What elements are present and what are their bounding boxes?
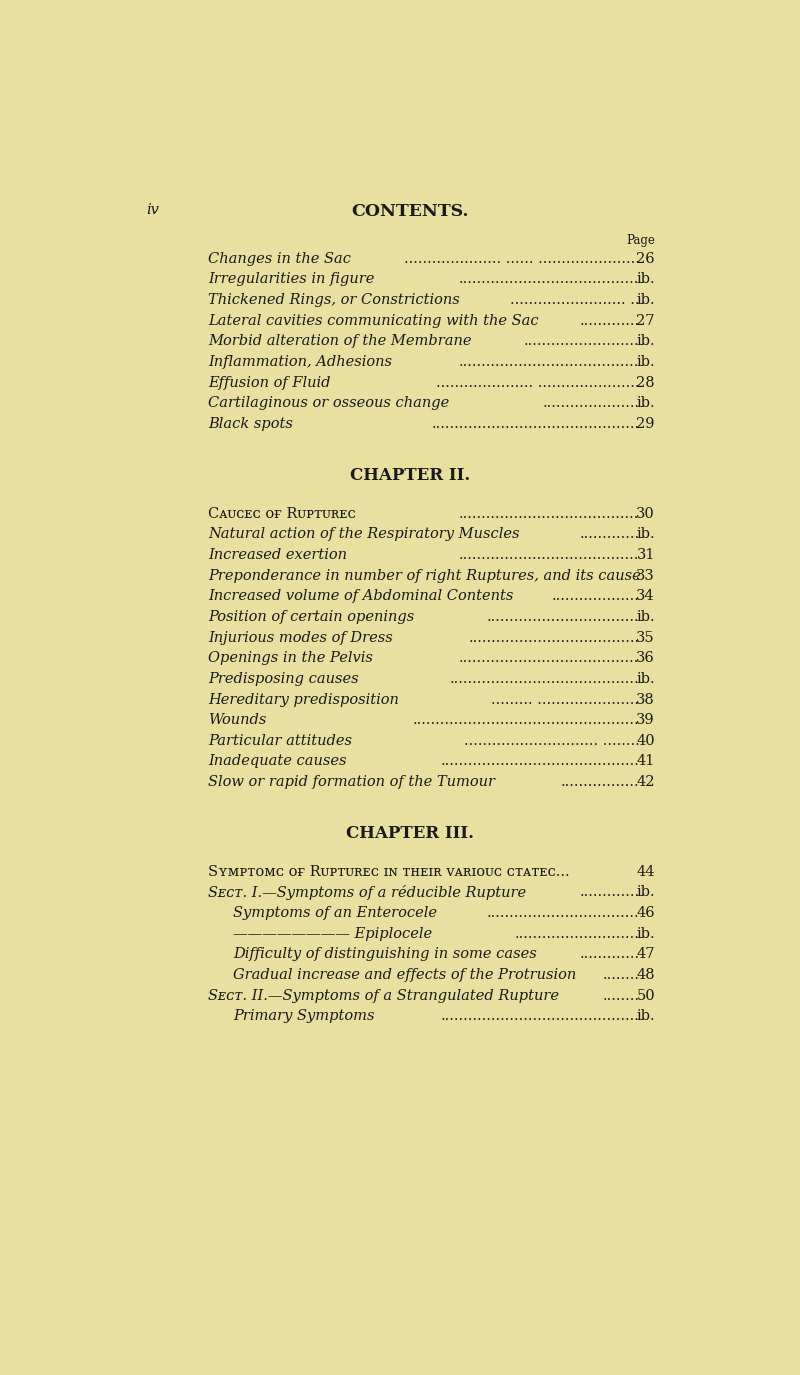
Text: iv: iv	[146, 204, 159, 217]
Text: Predisposing causes: Predisposing causes	[209, 672, 359, 686]
Text: Morbid alteration of the Membrane: Morbid alteration of the Membrane	[209, 334, 472, 348]
Text: ib.: ib.	[636, 672, 655, 686]
Text: Primary Symptoms: Primary Symptoms	[234, 1009, 374, 1023]
Text: .....................................: .....................................	[468, 631, 639, 645]
Text: ............................. ........: ............................. ........	[464, 734, 639, 748]
Text: .......................................: .......................................	[459, 507, 639, 521]
Text: ib.: ib.	[636, 1009, 655, 1023]
Text: Sᴇᴄᴛ. II.—Symptoms of a Strangulated Rupture: Sᴇᴄᴛ. II.—Symptoms of a Strangulated Rup…	[209, 989, 559, 1002]
Text: .................................................: ........................................…	[413, 714, 639, 727]
Text: 27: 27	[637, 314, 655, 327]
Text: 31: 31	[637, 549, 655, 562]
Text: Page: Page	[626, 234, 655, 248]
Text: ......................... ..: ......................... ..	[510, 293, 639, 307]
Text: .............: .............	[579, 528, 639, 542]
Text: 28: 28	[636, 375, 655, 389]
Text: Lateral cavities communicating with the Sac: Lateral cavities communicating with the …	[209, 314, 539, 327]
Text: 46: 46	[636, 906, 655, 920]
Text: Inflammation, Adhesions: Inflammation, Adhesions	[209, 355, 393, 368]
Text: Thickened Rings, or Constrictions: Thickened Rings, or Constrictions	[209, 293, 460, 307]
Text: ib.: ib.	[636, 528, 655, 542]
Text: Openings in the Pelvis: Openings in the Pelvis	[209, 652, 374, 666]
Text: Changes in the Sac: Changes in the Sac	[209, 252, 351, 265]
Text: ib.: ib.	[636, 334, 655, 348]
Text: ........: ........	[602, 989, 639, 1002]
Text: .......................................: .......................................	[459, 549, 639, 562]
Text: Cᴀᴜᴄᴇᴄ ᴏғ Rᴜᴘᴛᴜʀᴇᴄ: Cᴀᴜᴄᴇᴄ ᴏғ Rᴜᴘᴛᴜʀᴇᴄ	[209, 507, 356, 521]
Text: 35: 35	[636, 631, 655, 645]
Text: Irregularities in figure: Irregularities in figure	[209, 272, 375, 286]
Text: 48: 48	[636, 968, 655, 982]
Text: Inadequate causes: Inadequate causes	[209, 755, 347, 769]
Text: Wounds: Wounds	[209, 714, 267, 727]
Text: Hereditary predisposition: Hereditary predisposition	[209, 693, 399, 707]
Text: .............: .............	[579, 314, 639, 327]
Text: .................................: .................................	[486, 610, 639, 624]
Text: .........................: .........................	[524, 334, 639, 348]
Text: ......... ......................: ......... ......................	[491, 693, 639, 707]
Text: .............................................: ........................................…	[431, 417, 639, 430]
Text: 26: 26	[636, 252, 655, 265]
Text: 33: 33	[636, 569, 655, 583]
Text: Sʏᴍᴘᴛᴏᴍᴄ ᴏғ Rᴜᴘᴛᴜʀᴇᴄ ɪɴ ᴛʜᴇɪʀ ᴠᴀʀɪᴏᴜᴄ ᴄᴛᴀᴛᴇᴄ...: Sʏᴍᴘᴛᴏᴍᴄ ᴏғ Rᴜᴘᴛᴜʀᴇᴄ ɪɴ ᴛʜᴇɪʀ ᴠᴀʀɪᴏᴜᴄ ᴄᴛ…	[209, 865, 570, 879]
Text: ib.: ib.	[636, 293, 655, 307]
Text: 34: 34	[636, 590, 655, 604]
Text: Particular attitudes: Particular attitudes	[209, 734, 353, 748]
Text: 42: 42	[637, 775, 655, 789]
Text: 38: 38	[636, 693, 655, 707]
Text: .................................: .................................	[486, 906, 639, 920]
Text: CHAPTER III.: CHAPTER III.	[346, 825, 474, 843]
Text: 29: 29	[637, 417, 655, 430]
Text: Preponderance in number of right Ruptures, and its cause: Preponderance in number of right Rupture…	[209, 569, 642, 583]
Text: ..................... ......................: ..................... ..................…	[436, 375, 639, 389]
Text: Effusion of Fluid: Effusion of Fluid	[209, 375, 331, 389]
Text: Cartilaginous or osseous change: Cartilaginous or osseous change	[209, 396, 450, 410]
Text: 36: 36	[636, 652, 655, 666]
Text: 41: 41	[637, 755, 655, 769]
Text: Black spots: Black spots	[209, 417, 294, 430]
Text: ib.: ib.	[636, 396, 655, 410]
Text: Injurious modes of Dress: Injurious modes of Dress	[209, 631, 394, 645]
Text: ........: ........	[602, 968, 639, 982]
Text: Slow or rapid formation of the Tumour: Slow or rapid formation of the Tumour	[209, 775, 495, 789]
Text: ib.: ib.	[636, 272, 655, 286]
Text: ...................: ...................	[551, 590, 639, 604]
Text: Sᴇᴄᴛ. I.—Symptoms of a réducible Rupture: Sᴇᴄᴛ. I.—Symptoms of a réducible Rupture	[209, 886, 526, 901]
Text: ...........................................: ........................................…	[441, 1009, 639, 1023]
Text: 47: 47	[637, 947, 655, 961]
Text: ib.: ib.	[636, 355, 655, 368]
Text: ..................... ...... ......................: ..................... ...... ...........…	[403, 252, 639, 265]
Text: .........................................: ........................................…	[450, 672, 639, 686]
Text: ...........................: ...........................	[514, 927, 639, 941]
Text: ib.: ib.	[636, 886, 655, 899]
Text: 40: 40	[636, 734, 655, 748]
Text: 39: 39	[636, 714, 655, 727]
Text: .....................: .....................	[542, 396, 639, 410]
Text: ———————— Epiplocele: ———————— Epiplocele	[234, 927, 433, 941]
Text: Natural action of the Respiratory Muscles: Natural action of the Respiratory Muscle…	[209, 528, 520, 542]
Text: .......................................: .......................................	[459, 272, 639, 286]
Text: .................: .................	[561, 775, 639, 789]
Text: 44: 44	[637, 865, 655, 879]
Text: Difficulty of distinguishing in some cases: Difficulty of distinguishing in some cas…	[234, 947, 537, 961]
Text: Gradual increase and effects of the Protrusion: Gradual increase and effects of the Prot…	[234, 968, 577, 982]
Text: ib.: ib.	[636, 927, 655, 941]
Text: .............: .............	[579, 947, 639, 961]
Text: CHAPTER II.: CHAPTER II.	[350, 468, 470, 484]
Text: ib.: ib.	[636, 610, 655, 624]
Text: 30: 30	[636, 507, 655, 521]
Text: Increased volume of Abdominal Contents: Increased volume of Abdominal Contents	[209, 590, 514, 604]
Text: Position of certain openings: Position of certain openings	[209, 610, 414, 624]
Text: Symptoms of an Enterocele: Symptoms of an Enterocele	[234, 906, 438, 920]
Text: Increased exertion: Increased exertion	[209, 549, 347, 562]
Text: CONTENTS.: CONTENTS.	[351, 204, 469, 220]
Text: .......................................: .......................................	[459, 355, 639, 368]
Text: .......................................: .......................................	[459, 652, 639, 666]
Text: 50: 50	[636, 989, 655, 1002]
Text: ...........................................: ........................................…	[441, 755, 639, 769]
Text: .............: .............	[579, 886, 639, 899]
